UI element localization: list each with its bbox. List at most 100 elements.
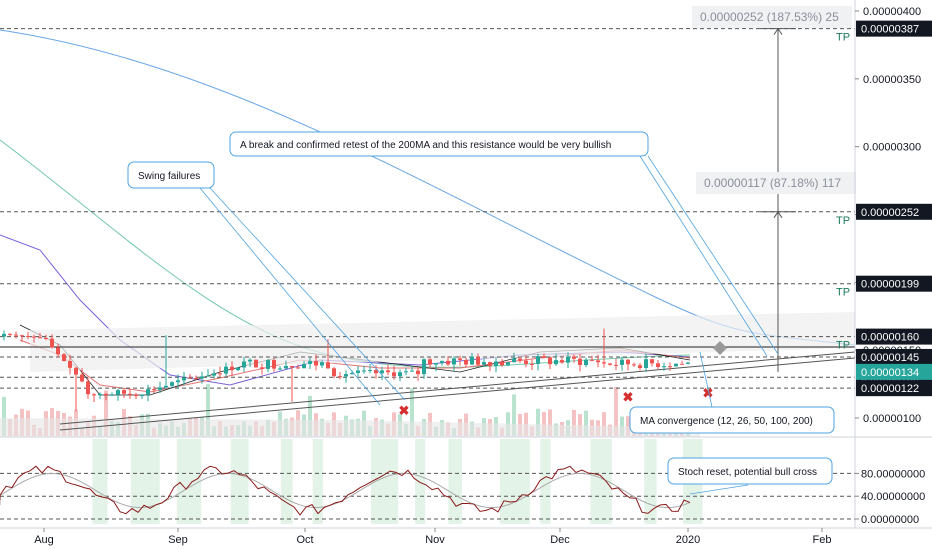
- candle-body[interactable]: [152, 389, 156, 391]
- candle-body[interactable]: [368, 370, 372, 372]
- candle-body[interactable]: [230, 366, 234, 371]
- candle-body[interactable]: [686, 362, 690, 364]
- candle-body[interactable]: [638, 365, 642, 368]
- candle-body[interactable]: [476, 356, 480, 365]
- candle-body[interactable]: [680, 363, 684, 365]
- candle-body[interactable]: [524, 360, 528, 364]
- candle-body[interactable]: [80, 374, 84, 382]
- candle-body[interactable]: [212, 373, 216, 376]
- candle-body[interactable]: [362, 370, 366, 372]
- candle-body[interactable]: [308, 360, 312, 364]
- candle-body[interactable]: [518, 358, 522, 361]
- candle-body[interactable]: [200, 376, 204, 379]
- candle-body[interactable]: [302, 363, 306, 369]
- candle-body[interactable]: [20, 335, 24, 337]
- candle-body[interactable]: [128, 393, 132, 395]
- candle-body[interactable]: [548, 357, 552, 365]
- candle-body[interactable]: [170, 382, 174, 386]
- candle-body[interactable]: [434, 363, 438, 365]
- candle-body[interactable]: [266, 360, 270, 369]
- candle-body[interactable]: [242, 361, 246, 368]
- candles-layer[interactable]: ✖ ✖ ✖: [2, 328, 714, 418]
- candle-body[interactable]: [428, 359, 432, 365]
- candle-body[interactable]: [488, 362, 492, 367]
- candle-body[interactable]: [278, 368, 282, 370]
- candle-body[interactable]: [248, 359, 252, 362]
- candle-body[interactable]: [272, 360, 276, 369]
- candle-body[interactable]: [626, 359, 630, 365]
- candle-body[interactable]: [164, 385, 168, 388]
- candle-body[interactable]: [440, 360, 444, 364]
- candle-body[interactable]: [614, 364, 618, 366]
- candle-body[interactable]: [158, 387, 162, 390]
- candle-body[interactable]: [296, 367, 300, 369]
- candle-body[interactable]: [236, 367, 240, 371]
- candle-body[interactable]: [122, 390, 126, 394]
- candle-body[interactable]: [374, 370, 378, 374]
- candle-body[interactable]: [584, 359, 588, 366]
- candle-body[interactable]: [398, 372, 402, 377]
- candle-body[interactable]: [500, 361, 504, 366]
- candle-body[interactable]: [68, 361, 72, 368]
- candle-body[interactable]: [320, 362, 324, 366]
- candle-body[interactable]: [98, 394, 102, 396]
- candle-body[interactable]: [194, 377, 198, 379]
- candle-body[interactable]: [176, 380, 180, 383]
- candle-body[interactable]: [644, 359, 648, 368]
- candle-body[interactable]: [380, 370, 384, 374]
- candle-body[interactable]: [38, 337, 42, 339]
- candle-body[interactable]: [110, 394, 114, 396]
- candle-body[interactable]: [134, 394, 138, 397]
- candle-body[interactable]: [416, 370, 420, 375]
- candle-body[interactable]: [146, 389, 150, 395]
- candle-body[interactable]: [632, 364, 636, 366]
- candle-body[interactable]: [578, 358, 582, 366]
- candle-body[interactable]: [458, 358, 462, 360]
- candle-body[interactable]: [8, 333, 12, 335]
- candle-body[interactable]: [50, 338, 54, 348]
- candle-body[interactable]: [116, 390, 120, 395]
- candle-body[interactable]: [668, 366, 672, 368]
- candle-body[interactable]: [512, 358, 516, 363]
- candle-body[interactable]: [656, 363, 660, 367]
- candle-body[interactable]: [404, 371, 408, 373]
- candle-body[interactable]: [446, 360, 450, 365]
- candle-body[interactable]: [44, 337, 48, 339]
- candle-body[interactable]: [494, 361, 498, 367]
- candle-body[interactable]: [338, 376, 342, 378]
- candle-body[interactable]: [350, 373, 354, 375]
- candle-body[interactable]: [392, 372, 396, 377]
- candle-body[interactable]: [590, 359, 594, 361]
- candle-body[interactable]: [566, 356, 570, 363]
- candle-body[interactable]: [452, 358, 456, 365]
- candle-body[interactable]: [260, 367, 264, 369]
- candle-body[interactable]: [332, 368, 336, 377]
- candle-body[interactable]: [620, 359, 624, 365]
- candle-body[interactable]: [26, 335, 30, 337]
- candle-body[interactable]: [542, 356, 546, 358]
- candle-body[interactable]: [182, 377, 186, 381]
- candle-body[interactable]: [2, 333, 6, 337]
- candle-body[interactable]: [572, 356, 576, 359]
- candle-body[interactable]: [32, 336, 36, 338]
- candle-body[interactable]: [62, 354, 66, 362]
- candle-body[interactable]: [464, 359, 468, 365]
- candle-body[interactable]: [104, 394, 108, 396]
- candle-body[interactable]: [410, 370, 414, 372]
- candle-body[interactable]: [188, 377, 192, 379]
- candle-body[interactable]: [674, 363, 678, 367]
- candle-body[interactable]: [344, 374, 348, 377]
- candle-body[interactable]: [284, 365, 288, 369]
- candle-body[interactable]: [602, 362, 606, 364]
- candle-body[interactable]: [554, 360, 558, 365]
- candle-body[interactable]: [662, 366, 666, 368]
- candle-body[interactable]: [74, 367, 78, 375]
- candle-body[interactable]: [596, 360, 600, 363]
- candle-body[interactable]: [386, 370, 390, 373]
- stochastic-panel[interactable]: Stoch reset, potential bull cross: [0, 436, 932, 524]
- candle-body[interactable]: [290, 365, 294, 368]
- candle-body[interactable]: [650, 359, 654, 364]
- candle-body[interactable]: [206, 375, 210, 377]
- candle-body[interactable]: [314, 360, 318, 366]
